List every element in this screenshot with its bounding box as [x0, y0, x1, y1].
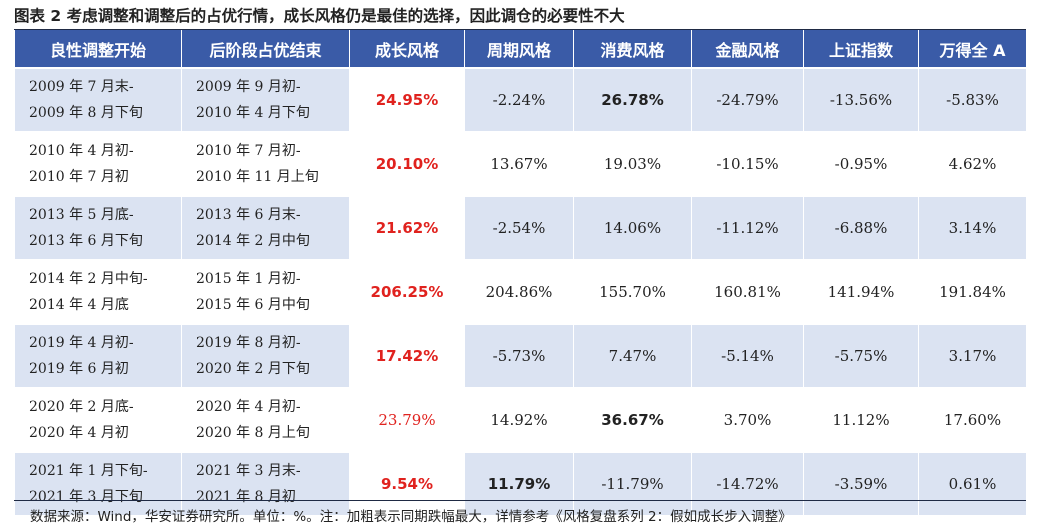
end-period-cell: 2021 年 3 月末- 2021 年 8 月初 — [181, 451, 350, 515]
wind-a-cell: 17.60% — [918, 387, 1027, 452]
growth-cell: 20.10% — [349, 131, 465, 196]
start-period-cell: 2021 年 1 月下旬- 2021 年 3 月下旬 — [14, 451, 182, 515]
wind-a-cell: -5.83% — [918, 67, 1027, 132]
table-row: 2013 年 5 月底- 2013 年 6 月下旬 2013 年 6 月末- 201… — [14, 195, 1027, 260]
table-row: 2019 年 4 月初- 2019 年 6 月初 2019 年 8 月初- 2020… — [14, 323, 1027, 388]
cycle-cell: 13.67% — [464, 131, 574, 196]
shanghai-cell: 11.12% — [803, 387, 919, 452]
cycle-cell: 11.79% — [464, 451, 574, 515]
bottom-rule — [14, 500, 1026, 501]
shanghai-cell: -13.56% — [803, 67, 919, 132]
top-rule — [14, 29, 1026, 30]
shanghai-cell: -3.59% — [803, 451, 919, 515]
header-row: 良性调整开始 后阶段占优结束 成长风格 周期风格 消费风格 金融风格 上证指数 … — [14, 30, 1027, 68]
cycle-cell: -2.24% — [464, 67, 574, 132]
shanghai-cell: 141.94% — [803, 259, 919, 324]
col-header-end: 后阶段占优结束 — [181, 30, 350, 68]
consumer-cell: 36.67% — [573, 387, 692, 452]
table-row: 2010 年 4 月初- 2010 年 7 月初 2010 年 7 月初- 2010… — [14, 131, 1027, 196]
start-period-cell: 2019 年 4 月初- 2019 年 6 月初 — [14, 323, 182, 388]
wind-a-cell: 191.84% — [918, 259, 1027, 324]
table-row: 2014 年 2 月中旬- 2014 年 4 月底 2015 年 1 月初- 201… — [14, 259, 1027, 324]
finance-cell: -24.79% — [691, 67, 804, 132]
start-period-cell: 2010 年 4 月初- 2010 年 7 月初 — [14, 131, 182, 196]
end-period-cell: 2009 年 9 月初- 2010 年 4 月下旬 — [181, 67, 350, 132]
growth-cell: 21.62% — [349, 195, 465, 260]
growth-cell: 23.79% — [349, 387, 465, 452]
cycle-cell: -5.73% — [464, 323, 574, 388]
col-header-shanghai: 上证指数 — [803, 30, 919, 68]
col-header-consumer: 消费风格 — [573, 30, 692, 68]
consumer-cell: 7.47% — [573, 323, 692, 388]
cycle-cell: 204.86% — [464, 259, 574, 324]
consumer-cell: 26.78% — [573, 67, 692, 132]
end-period-cell: 2015 年 1 月初- 2015 年 6 月中旬 — [181, 259, 350, 324]
wind-a-cell: 4.62% — [918, 131, 1027, 196]
col-header-cycle: 周期风格 — [464, 30, 574, 68]
table-row: 2009 年 7 月末- 2009 年 8 月下旬 2009 年 9 月初- 201… — [14, 67, 1027, 132]
end-period-cell: 2010 年 7 月初- 2010 年 11 月上旬 — [181, 131, 350, 196]
end-period-cell: 2019 年 8 月初- 2020 年 2 月下旬 — [181, 323, 350, 388]
end-period-cell: 2020 年 4 月初- 2020 年 8 月上旬 — [181, 387, 350, 452]
col-header-growth: 成长风格 — [349, 30, 465, 68]
cycle-cell: 14.92% — [464, 387, 574, 452]
table-row: 2020 年 2 月底- 2020 年 4 月初 2020 年 4 月初- 2020… — [14, 387, 1027, 452]
shanghai-cell: -5.75% — [803, 323, 919, 388]
end-period-cell: 2013 年 6 月末- 2014 年 2 月中旬 — [181, 195, 350, 260]
growth-cell: 24.95% — [349, 67, 465, 132]
shanghai-cell: -6.88% — [803, 195, 919, 260]
consumer-cell: -11.79% — [573, 451, 692, 515]
finance-cell: 3.70% — [691, 387, 804, 452]
source-note: 数据来源：Wind，华安证券研究所。单位：%。注：加粗表示同期跌幅最大，详情参考… — [30, 509, 792, 525]
col-header-wind-a: 万得全 A — [918, 30, 1027, 68]
style-performance-table: 良性调整开始 后阶段占优结束 成长风格 周期风格 消费风格 金融风格 上证指数 … — [14, 30, 1027, 515]
growth-cell: 206.25% — [349, 259, 465, 324]
cycle-cell: -2.54% — [464, 195, 574, 260]
col-header-start: 良性调整开始 — [14, 30, 182, 68]
start-period-cell: 2013 年 5 月底- 2013 年 6 月下旬 — [14, 195, 182, 260]
finance-cell: -5.14% — [691, 323, 804, 388]
consumer-cell: 14.06% — [573, 195, 692, 260]
consumer-cell: 155.70% — [573, 259, 692, 324]
start-period-cell: 2009 年 7 月末- 2009 年 8 月下旬 — [14, 67, 182, 132]
consumer-cell: 19.03% — [573, 131, 692, 196]
finance-cell: 160.81% — [691, 259, 804, 324]
wind-a-cell: 3.17% — [918, 323, 1027, 388]
growth-cell: 17.42% — [349, 323, 465, 388]
finance-cell: -11.12% — [691, 195, 804, 260]
start-period-cell: 2014 年 2 月中旬- 2014 年 4 月底 — [14, 259, 182, 324]
col-header-finance: 金融风格 — [691, 30, 804, 68]
start-period-cell: 2020 年 2 月底- 2020 年 4 月初 — [14, 387, 182, 452]
shanghai-cell: -0.95% — [803, 131, 919, 196]
table-row: 2021 年 1 月下旬- 2021 年 3 月下旬 2021 年 3 月末- 20… — [14, 451, 1027, 515]
wind-a-cell: 3.14% — [918, 195, 1027, 260]
wind-a-cell: 0.61% — [918, 451, 1027, 515]
table-title: 图表 2 考虑调整和调整后的占优行情，成长风格仍是最佳的选择，因此调仓的必要性不… — [14, 7, 625, 25]
finance-cell: -10.15% — [691, 131, 804, 196]
